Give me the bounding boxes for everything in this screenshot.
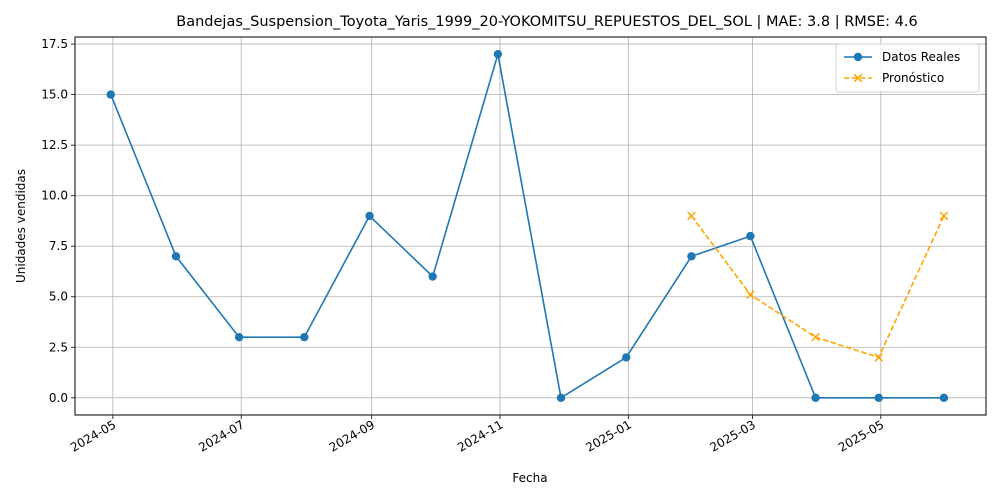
data-point [687, 252, 696, 261]
forecast-point [939, 211, 949, 221]
forecast-point-stroke [874, 353, 884, 362]
data-point [556, 393, 566, 403]
legend-marker-stroke [853, 73, 863, 83]
data-point [300, 332, 309, 342]
data-point [939, 393, 949, 403]
plot-area-frame [74, 36, 987, 416]
y-tick-label: 17.5 [41, 37, 68, 51]
legend-box [835, 43, 980, 93]
forecast-point-stroke [687, 211, 696, 221]
forecast-point-stroke [746, 290, 755, 300]
forecast-point-stroke [811, 332, 820, 342]
data-point [493, 49, 503, 59]
legend-label-0: Datos Reales [882, 50, 960, 64]
y-tick-label: 5.0 [49, 290, 68, 304]
data-point [365, 211, 374, 221]
data-point [234, 332, 244, 342]
y-tick-label: 7.5 [49, 239, 68, 253]
data-point [106, 90, 115, 99]
data-point [428, 272, 437, 281]
forecast-point [746, 290, 755, 300]
forecast-point [811, 332, 820, 342]
y-tick-label: 10.0 [41, 189, 68, 203]
data-point [746, 231, 755, 241]
forecast-point [874, 353, 884, 362]
y-tick-label: 2.5 [49, 340, 68, 354]
legend-marker-1 [853, 73, 863, 83]
series-layer [106, 49, 949, 403]
data-point [171, 252, 181, 261]
legend: Datos Reales Pronóstico [835, 43, 980, 93]
series-line-0 [110, 53, 944, 400]
data-point [622, 353, 631, 362]
legend-marker-0 [853, 52, 863, 62]
y-tick-label: 0.0 [49, 391, 68, 405]
y-tick-label: 15.0 [41, 88, 68, 102]
legend-label-1: Pronóstico [882, 71, 944, 85]
x-axis-label: Fecha [512, 471, 547, 485]
y-tick-label: 12.5 [41, 138, 68, 152]
chart-title: Bandejas_Suspension_Toyota_Yaris_1999_20… [176, 14, 917, 30]
y-axis-label: Unidades vendidas [14, 169, 28, 283]
forecast-point [687, 211, 696, 221]
forecast-point-stroke [939, 211, 949, 221]
data-point [811, 393, 820, 403]
data-point [874, 393, 883, 403]
